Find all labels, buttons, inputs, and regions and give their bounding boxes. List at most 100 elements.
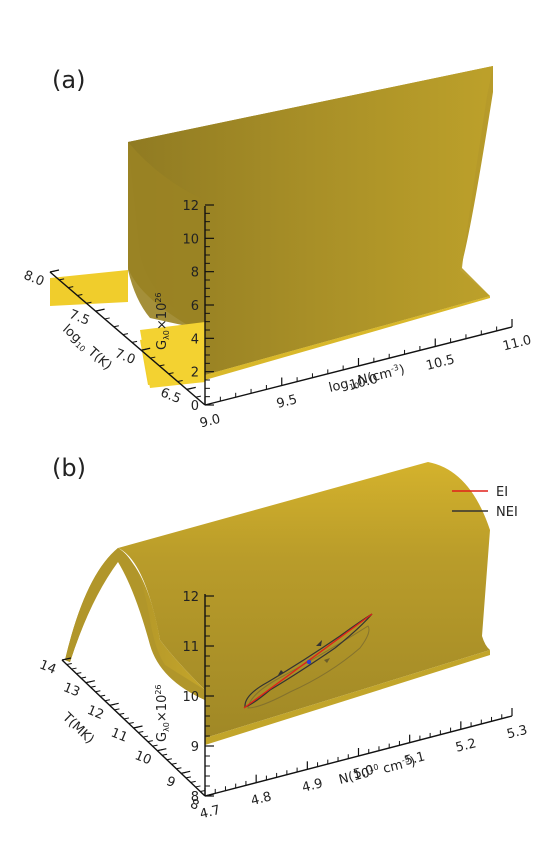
panel-b-y-minor-tick — [119, 712, 125, 715]
panel-b-x-tick-label: 4.8 — [249, 789, 273, 809]
panel-a-z-ticks: 0 2 4 6 8 10 12 — [182, 199, 214, 414]
panel-a-label: (a) — [52, 66, 85, 94]
panel-a-ridge-front — [128, 66, 493, 375]
panel-a-z-tick-label: 4 — [191, 332, 199, 347]
panel-b-nei-arrow-3 — [324, 658, 330, 663]
panel-b-y-minor-tick — [152, 744, 158, 747]
legend-ei-label: EI — [496, 485, 508, 500]
panel-b-y-minor-tick — [90, 685, 96, 688]
panel-b-label: (b) — [52, 454, 86, 482]
panel-b-y-tick-label: 13 — [61, 680, 82, 700]
panel-b-marker — [306, 659, 312, 665]
panel-a-y-minor-tick — [77, 293, 83, 296]
panel-b-surface-left-outer — [65, 548, 205, 700]
panel-b-z-tick-label: 12 — [182, 590, 199, 605]
panel-a-y-minor-tick — [150, 356, 156, 359]
panel-a-y-minor-tick — [186, 387, 192, 390]
legend-nei-label: NEI — [496, 505, 518, 520]
panel-b-x-tick-label: 4.9 — [301, 776, 325, 796]
panel-a-z-axis-title: Gλ0×1026 — [154, 292, 171, 350]
panel-b-x-tick-label: 5.0 — [352, 763, 376, 783]
panel-b-nei-arrow-1 — [316, 640, 322, 646]
panel-b-y-minor-tick — [204, 794, 211, 797]
panel-b-y-minor-tick — [66, 663, 72, 666]
panel-b-y-minor-tick — [104, 699, 110, 702]
panel-b-z-axis-title: Gλ0×1026 — [154, 684, 171, 742]
panel-b-legend: EI NEI — [452, 485, 518, 520]
panel-a-x-tick-label: 11.0 — [501, 333, 533, 355]
panel-a-z-tick-label: 6 — [191, 299, 199, 314]
panel-b-y-tick-label: 9 — [164, 774, 177, 791]
panel-a-x-axis-title: log10N(cm-3) — [327, 362, 406, 397]
panel-b-y-minor-tick — [190, 780, 196, 783]
panel-a: (a) 0 2 4 6 8 10 12 9.0 9.5 10.0 10.5 11.0 6.5 7.0 7… — [21, 66, 533, 431]
panel-b-z-tick-label: 11 — [182, 640, 199, 655]
panel-b-x-tick-label: 5.1 — [403, 749, 427, 769]
panel-a-y-minor-tick — [86, 301, 92, 304]
panel-a-x-tick-label: 9.0 — [198, 412, 222, 432]
panel-a-y-tick-label: 6.5 — [158, 385, 183, 407]
panel-b-y-minor-tick — [95, 690, 101, 693]
panel-a-y-ticks: 6.5 7.0 7.5 8.0 — [21, 268, 211, 407]
panel-a-y-minor-tick — [113, 325, 119, 328]
panel-b-y-minor-tick — [200, 789, 206, 792]
panel-a-y-minor-tick — [95, 309, 101, 312]
panel-a-x-tick-label: 10.0 — [348, 372, 380, 394]
panel-b-y-minor-tick — [171, 762, 177, 765]
panel-b-y-minor-tick — [114, 708, 120, 711]
panel-b-x-ticks: 4.7 4.8 4.9 5.0 5.1 5.2 5.3 — [198, 708, 529, 822]
panel-b-x-tick-label: 4.7 — [198, 803, 222, 823]
panel-b-y-minor-tick — [61, 658, 68, 661]
panel-a-ridge-left — [128, 142, 205, 330]
panel-a-y-axis-title: log10 T(K) — [59, 322, 115, 375]
panel-a-z-tick-label: 8 — [191, 266, 199, 281]
panel-a-y-minor-tick — [131, 340, 138, 343]
panel-b-y-tick-label: 12 — [85, 703, 106, 723]
panel-a-y-tick-label: 8.0 — [21, 268, 46, 290]
panel-a-x-tick-label: 9.5 — [275, 392, 299, 412]
panel-a-y-minor-tick — [195, 395, 201, 398]
panel-a-y-minor-tick — [141, 348, 147, 351]
panel-a-y-minor-tick — [49, 270, 56, 273]
panel-a-y-minor-tick — [59, 278, 65, 281]
panel-b-z-tick-label: 9 — [191, 740, 199, 755]
panel-b-y-minor-tick — [123, 717, 130, 720]
panel-b-surface-back — [118, 462, 490, 738]
panel-b-nei-loop-shadow — [247, 625, 370, 709]
panel-b-y-tick-label: 10 — [132, 748, 153, 768]
panel-a-y-axis-line — [49, 271, 206, 406]
panel-b-y-minor-tick — [166, 758, 172, 761]
panel-b-y-minor-tick — [133, 726, 139, 729]
panel-b-surface-front — [205, 650, 490, 745]
panel-a-y-minor-tick — [104, 317, 110, 320]
panel-a-base-light — [140, 322, 205, 388]
panel-b-y-minor-tick — [128, 721, 134, 724]
panel-b-y-minor-tick — [100, 694, 106, 697]
panel-b-z-tick-label: 8 — [191, 790, 199, 805]
panel-a-y-minor-tick — [68, 286, 74, 289]
panel-a-base — [205, 296, 490, 380]
panel-b-y-minor-tick — [195, 785, 201, 788]
panel-a-y-minor-tick — [204, 403, 211, 406]
panel-b-y-minor-tick — [138, 731, 144, 734]
panel-a-z-tick-label: 0 — [191, 399, 199, 414]
panel-b-x-axis-title: N(1010 cm-3) — [337, 753, 417, 788]
panel-b-x-tick-label: 5.3 — [505, 723, 529, 743]
panel-b-y-tick-label: 14 — [37, 658, 58, 678]
panel-a-x-tick-label: 10.5 — [425, 352, 457, 374]
panel-a-y-minor-tick — [159, 364, 165, 367]
panel-a-z-tick-label: 2 — [191, 366, 199, 381]
panel-a-z-tick-label: 12 — [182, 199, 199, 214]
panel-b-y-minor-tick — [157, 749, 163, 752]
panel-a-y-tick-label: 7.0 — [112, 346, 137, 368]
panel-b-y-minor-tick — [142, 735, 149, 738]
panel-b-y-minor-tick — [109, 703, 115, 706]
panel-b-y-minor-tick — [176, 767, 182, 770]
panel-a-y-minor-tick — [122, 333, 129, 336]
panel-b-y-minor-tick — [85, 681, 91, 684]
panel-b-y-tick-label: 11 — [109, 726, 130, 746]
panel-a-y-minor-tick — [168, 372, 174, 375]
panel-b-x-tick-label: 5.2 — [454, 736, 478, 756]
